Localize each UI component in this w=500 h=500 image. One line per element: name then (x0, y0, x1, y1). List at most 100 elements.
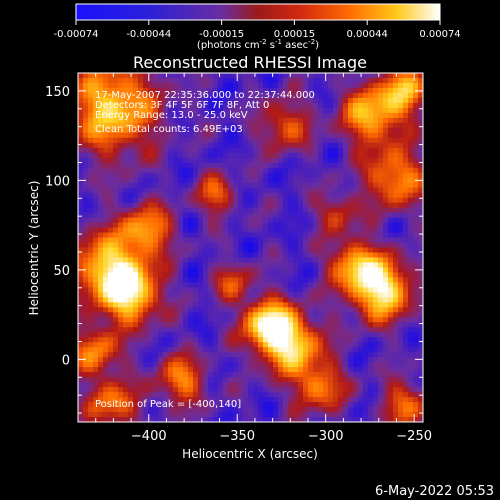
heatmap-cell (323, 357, 329, 363)
heatmap-cell (228, 117, 234, 124)
heatmap-cell (413, 152, 419, 159)
heatmap-cell (213, 287, 219, 293)
heatmap-cell (363, 257, 369, 264)
heatmap-cell (398, 272, 404, 279)
heatmap-cell (288, 302, 294, 308)
heatmap-cell (148, 232, 154, 239)
heatmap-cell (378, 317, 384, 323)
heatmap-cell (223, 277, 229, 283)
heatmap-cell (223, 217, 229, 224)
heatmap-cell (413, 227, 419, 234)
heatmap-cell (258, 152, 264, 159)
heatmap-cell (278, 242, 284, 249)
heatmap-cell (178, 167, 184, 174)
heatmap-cell (243, 402, 249, 408)
heatmap-cell (308, 112, 314, 119)
heatmap-cell (163, 277, 169, 283)
heatmap-cell (418, 287, 423, 293)
heatmap-cell (173, 267, 179, 274)
heatmap-cell (93, 292, 99, 298)
heatmap-cell (353, 73, 359, 79)
heatmap-cell (348, 147, 354, 154)
heatmap-cell (363, 237, 369, 244)
heatmap-cell (293, 162, 299, 169)
heatmap-cell (203, 377, 209, 383)
heatmap-cell (388, 177, 394, 184)
heatmap-cell (388, 162, 394, 169)
heatmap-cell (228, 73, 234, 79)
heatmap-cell (353, 367, 359, 373)
heatmap-cell (388, 352, 394, 358)
heatmap-cell (343, 222, 349, 229)
heatmap-cell (143, 412, 149, 418)
heatmap-cell (213, 257, 219, 264)
heatmap-cell (258, 187, 264, 194)
heatmap-cell (233, 82, 239, 89)
heatmap-cell (98, 247, 104, 254)
heatmap-cell (118, 182, 124, 189)
heatmap-cell (143, 322, 149, 328)
heatmap-cell (403, 347, 409, 353)
heatmap-cell (218, 352, 224, 358)
heatmap-cell (83, 107, 89, 114)
heatmap-cell (333, 162, 339, 169)
heatmap-cell (93, 147, 99, 154)
heatmap-cell (143, 312, 149, 318)
heatmap-cell (148, 317, 154, 323)
heatmap-cell (223, 112, 229, 119)
heatmap-cell (263, 132, 269, 139)
heatmap-cell (358, 182, 364, 189)
heatmap-cell (273, 367, 279, 373)
heatmap-cell (268, 312, 274, 318)
heatmap-cell (278, 112, 284, 119)
heatmap-cell (163, 307, 169, 313)
heatmap-cell (193, 277, 199, 283)
heatmap-cell (388, 232, 394, 239)
heatmap-cell (83, 327, 89, 333)
heatmap-cell (168, 242, 174, 249)
heatmap-cell (278, 172, 284, 179)
heatmap-cell (408, 407, 414, 413)
heatmap-cell (333, 182, 339, 189)
heatmap-cell (223, 162, 229, 169)
heatmap-cell (183, 372, 189, 378)
heatmap-cell (118, 367, 124, 373)
heatmap-cell (83, 222, 89, 229)
heatmap-cell (83, 232, 89, 239)
heatmap-cell (338, 172, 344, 179)
heatmap-cell (353, 407, 359, 413)
heatmap-cell (203, 102, 209, 109)
heatmap-cell (143, 357, 149, 363)
heatmap-cell (158, 227, 164, 234)
heatmap-cell (203, 302, 209, 308)
heatmap-cell (268, 372, 274, 378)
heatmap-cell (388, 237, 394, 244)
heatmap-cell (233, 352, 239, 358)
heatmap-cell (213, 282, 219, 288)
heatmap-cell (233, 102, 239, 109)
heatmap-cell (173, 77, 179, 84)
heatmap-cell (408, 282, 414, 288)
heatmap-cell (293, 117, 299, 124)
heatmap-cell (133, 117, 139, 124)
heatmap-cell (273, 242, 279, 249)
heatmap-cell (383, 242, 389, 249)
heatmap-cell (368, 147, 374, 154)
heatmap-cell (113, 192, 119, 199)
heatmap-cell (268, 137, 274, 144)
heatmap-cell (288, 142, 294, 149)
heatmap-cell (88, 112, 94, 119)
heatmap-cell (383, 197, 389, 204)
heatmap-cell (358, 337, 364, 343)
heatmap-cell (108, 137, 114, 144)
heatmap-cell (283, 192, 289, 199)
heatmap-cell (318, 232, 324, 239)
heatmap-cell (168, 247, 174, 254)
heatmap-cell (383, 387, 389, 393)
heatmap-cell (183, 297, 189, 303)
heatmap-cell (303, 367, 309, 373)
heatmap-cell (308, 197, 314, 204)
heatmap-cell (168, 102, 174, 109)
heatmap-cell (208, 107, 214, 114)
heatmap-cell (318, 382, 324, 388)
